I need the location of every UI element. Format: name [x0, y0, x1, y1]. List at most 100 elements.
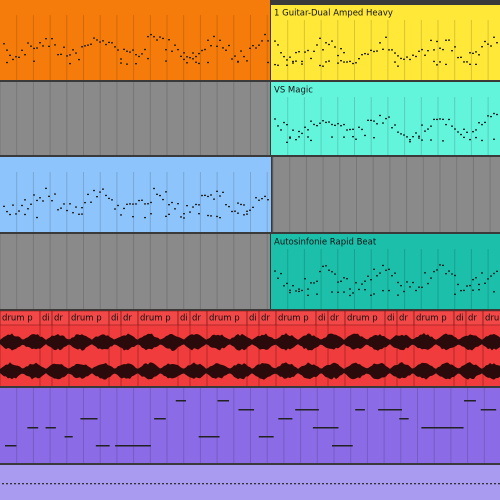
midi-note: [158, 483, 160, 485]
midi-note: [198, 483, 200, 485]
midi-note: [373, 268, 375, 270]
midi-note: [421, 124, 423, 126]
midi-note: [243, 204, 245, 206]
midi-note: [180, 216, 182, 218]
midi-note: [388, 49, 390, 51]
midi-note: [298, 130, 300, 133]
midi-note: [322, 49, 324, 51]
midi-note: [436, 118, 438, 121]
midi-note: [150, 213, 152, 215]
midi-clip[interactable]: [0, 157, 271, 232]
midi-note: [312, 427, 339, 429]
midi-note: [126, 483, 128, 485]
midi-note: [30, 483, 32, 485]
midi-note: [150, 33, 152, 36]
midi-note: [178, 483, 180, 485]
midi-note: [36, 199, 38, 202]
midi-note: [132, 215, 134, 218]
midi-note: [120, 62, 122, 64]
clip-name: drum p: [209, 314, 240, 324]
midi-note: [286, 483, 288, 485]
midi-note: [237, 202, 239, 204]
midi-note: [82, 483, 84, 485]
midi-note: [346, 129, 348, 131]
midi-note: [376, 275, 378, 277]
midi-note: [466, 483, 468, 485]
midi-note: [358, 126, 360, 128]
midi-note: [349, 294, 351, 297]
midi-note: [472, 131, 474, 133]
midi-note: [490, 483, 492, 485]
midi-note: [21, 204, 23, 207]
midi-note: [400, 133, 402, 135]
midi-note: [364, 53, 366, 55]
midi-note: [141, 199, 143, 201]
midi-note: [292, 60, 294, 63]
midi-clip[interactable]: [0, 0, 270, 80]
midi-note: [234, 210, 236, 212]
midi-note: [58, 483, 60, 485]
midi-clip[interactable]: 1 Guitar-Dual Amped Heavy: [271, 5, 500, 80]
midi-note: [33, 60, 35, 62]
midi-note: [454, 46, 456, 48]
audio-clip[interactable]: drum p: [137, 310, 179, 386]
midi-note: [451, 273, 453, 275]
audio-clip[interactable]: dr: [396, 310, 415, 386]
midi-note: [210, 194, 212, 196]
midi-note: [96, 196, 98, 198]
midi-note: [469, 138, 471, 141]
audio-clip[interactable]: drum p: [206, 310, 248, 386]
midi-note: [421, 286, 423, 288]
midi-note: [406, 483, 408, 485]
midi-note: [361, 128, 363, 131]
midi-note: [136, 445, 151, 447]
midi-note: [39, 197, 41, 199]
midi-note: [216, 45, 218, 47]
midi-note: [80, 418, 98, 420]
midi-note: [214, 483, 216, 485]
midi-note: [330, 483, 332, 485]
midi-note: [367, 53, 369, 55]
midi-note: [144, 203, 146, 205]
midi-note: [190, 483, 192, 485]
midi-note: [90, 201, 92, 203]
midi-note: [469, 63, 471, 65]
midi-note: [298, 51, 300, 53]
midi-note: [252, 44, 254, 47]
clip-header: [271, 82, 500, 97]
midi-note: [114, 46, 116, 48]
midi-clip[interactable]: Autosinfonie Rapid Beat: [271, 234, 500, 309]
midi-note: [286, 59, 288, 61]
audio-clip[interactable]: drum p: [344, 310, 386, 386]
midi-note: [78, 213, 80, 215]
midi-note: [201, 49, 203, 52]
midi-note: [2, 483, 4, 485]
midi-note: [343, 291, 345, 293]
midi-note: [458, 483, 460, 485]
midi-note: [382, 48, 384, 50]
midi-note: [370, 483, 372, 485]
midi-note: [386, 483, 388, 485]
midi-note: [343, 277, 345, 279]
midi-note: [314, 483, 316, 485]
midi-note: [310, 282, 312, 284]
midi-note: [110, 483, 112, 485]
midi-note: [334, 124, 336, 127]
midi-note: [463, 136, 465, 139]
midi-note: [237, 61, 239, 63]
midi-note: [210, 45, 212, 47]
midi-note: [189, 211, 191, 213]
midi-note: [168, 39, 170, 41]
midi-note: [255, 197, 257, 199]
midi-note: [394, 61, 396, 63]
midi-note: [463, 61, 465, 63]
midi-note: [409, 139, 411, 141]
midi-note: [319, 37, 321, 39]
midi-note: [464, 400, 476, 402]
midi-clip[interactable]: VS Magic: [271, 82, 500, 155]
audio-clip[interactable]: di: [315, 310, 329, 386]
clip-name: drum p: [278, 314, 309, 324]
midi-note: [319, 122, 321, 124]
midi-note: [156, 193, 158, 195]
midi-note: [213, 35, 215, 38]
